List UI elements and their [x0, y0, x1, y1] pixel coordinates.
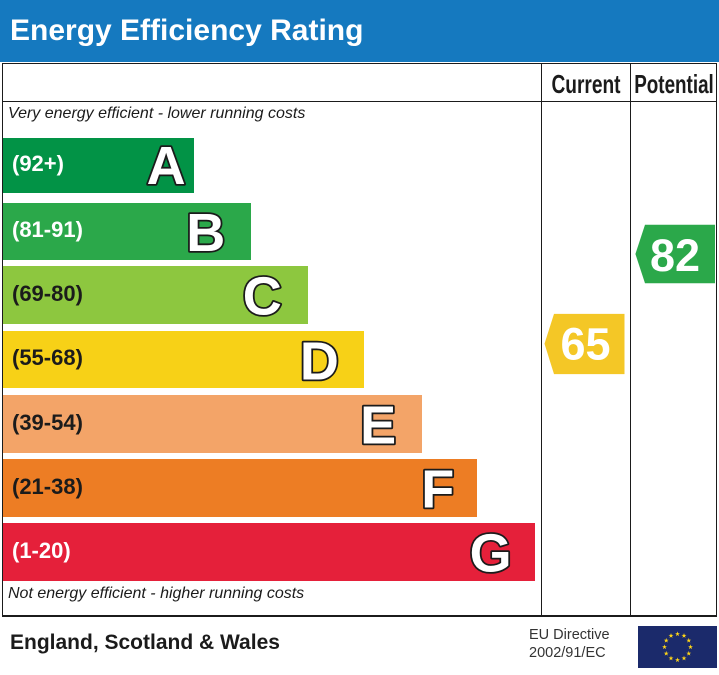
svg-text:82: 82 [650, 230, 700, 281]
